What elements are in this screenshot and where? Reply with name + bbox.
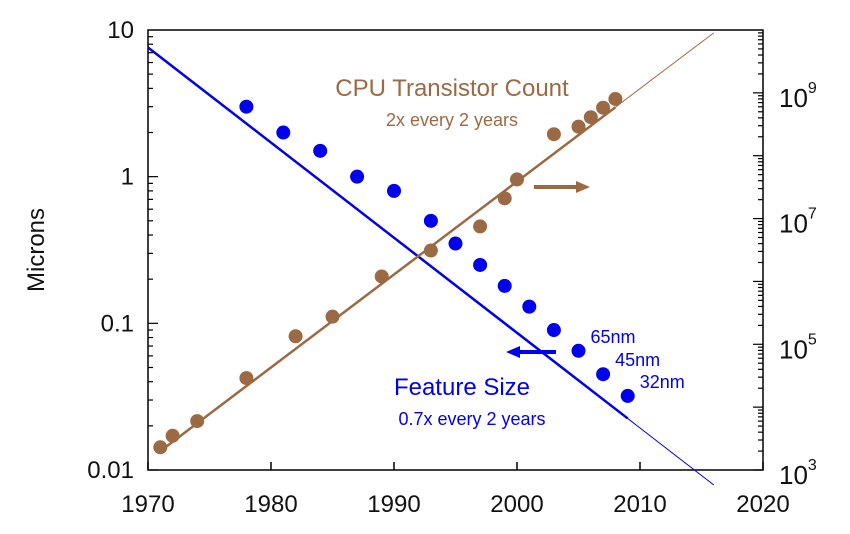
y2-tick-label: 103 (779, 457, 817, 490)
plot-frame (147, 29, 764, 471)
transistor-series-title: CPU Transistor Count (335, 75, 569, 102)
transistor-point (546, 127, 561, 142)
x-tick-label: 2010 (613, 491, 666, 518)
node-label: 45nm (615, 350, 660, 370)
feature-size-point (423, 213, 438, 228)
transistor-arrow (534, 181, 590, 193)
y-tick-label: 1 (121, 164, 134, 191)
feature-series-subtitle: 0.7x every 2 years (398, 409, 545, 429)
y-tick-label: 0.01 (87, 457, 134, 484)
feature-arrow-head (506, 346, 520, 358)
transistor-point (165, 428, 180, 443)
feature-size-point (497, 278, 512, 293)
transistor-point (190, 414, 205, 429)
x-tick-label: 1970 (121, 491, 174, 518)
node-label: 32nm (640, 372, 685, 392)
transistor-point (288, 329, 303, 344)
y2-tick-base: 10 (779, 209, 808, 239)
node-label: 65nm (591, 327, 636, 347)
y-axis-label: Microns (23, 208, 50, 292)
y2-tick-base: 10 (779, 460, 808, 490)
y2-tick-label: 109 (779, 80, 817, 113)
y2-tick-exponent: 3 (808, 457, 817, 474)
transistor-point (374, 269, 389, 284)
y-tick-label: 0.1 (101, 310, 134, 337)
transistor-point (473, 219, 488, 234)
feature-series-title: Feature Size (394, 374, 530, 401)
feature-size-point (571, 343, 586, 358)
feature-size-point (546, 323, 561, 338)
transistor-point (497, 191, 512, 206)
feature-arrow (506, 346, 556, 358)
x-tick-label: 2020 (736, 491, 789, 518)
transistor-trend-extension (615, 32, 715, 108)
feature-size-point (448, 236, 463, 251)
y2-tick-label: 105 (779, 331, 817, 364)
axes: 1970 1980 1990 2000 2010 20201010.10.01109107… (87, 17, 817, 518)
transistor-point (608, 91, 623, 106)
feature-size-point (596, 367, 611, 382)
feature-size-point (620, 388, 635, 403)
y-tick-label: 10 (107, 17, 134, 44)
data-points (153, 91, 635, 455)
transistor-point (596, 100, 611, 115)
transistor-point (583, 110, 598, 125)
feature-size-point (387, 183, 401, 198)
feature-size-point (313, 143, 328, 158)
x-tick-label: 1990 (367, 491, 420, 518)
feature-size-trend-line (147, 46, 629, 420)
y2-tick-base: 10 (779, 334, 808, 364)
x-tick-label: 2000 (490, 491, 543, 518)
transistor-series-subtitle: 2x every 2 years (386, 110, 518, 130)
transistor-point (423, 243, 438, 258)
y2-tick-exponent: 9 (808, 80, 817, 97)
y2-tick-base: 10 (779, 83, 808, 113)
y2-tick-label: 107 (779, 206, 817, 239)
y2-tick-exponent: 7 (808, 206, 817, 223)
transistor-point (510, 172, 524, 187)
y2-tick-exponent: 5 (808, 331, 817, 348)
transistor-point (239, 371, 254, 386)
transistor-point (153, 440, 168, 455)
feature-size-point (522, 299, 537, 314)
transistor-point (325, 309, 340, 324)
transistor-arrow-head (576, 181, 590, 193)
feature-size-point (473, 257, 488, 272)
feature-size-trend-extension (627, 418, 715, 486)
feature-size-point (276, 125, 291, 140)
feature-size-point (350, 169, 365, 184)
feature-size-point (239, 99, 254, 114)
x-tick-label: 1980 (244, 491, 297, 518)
transistor-point (571, 119, 586, 134)
